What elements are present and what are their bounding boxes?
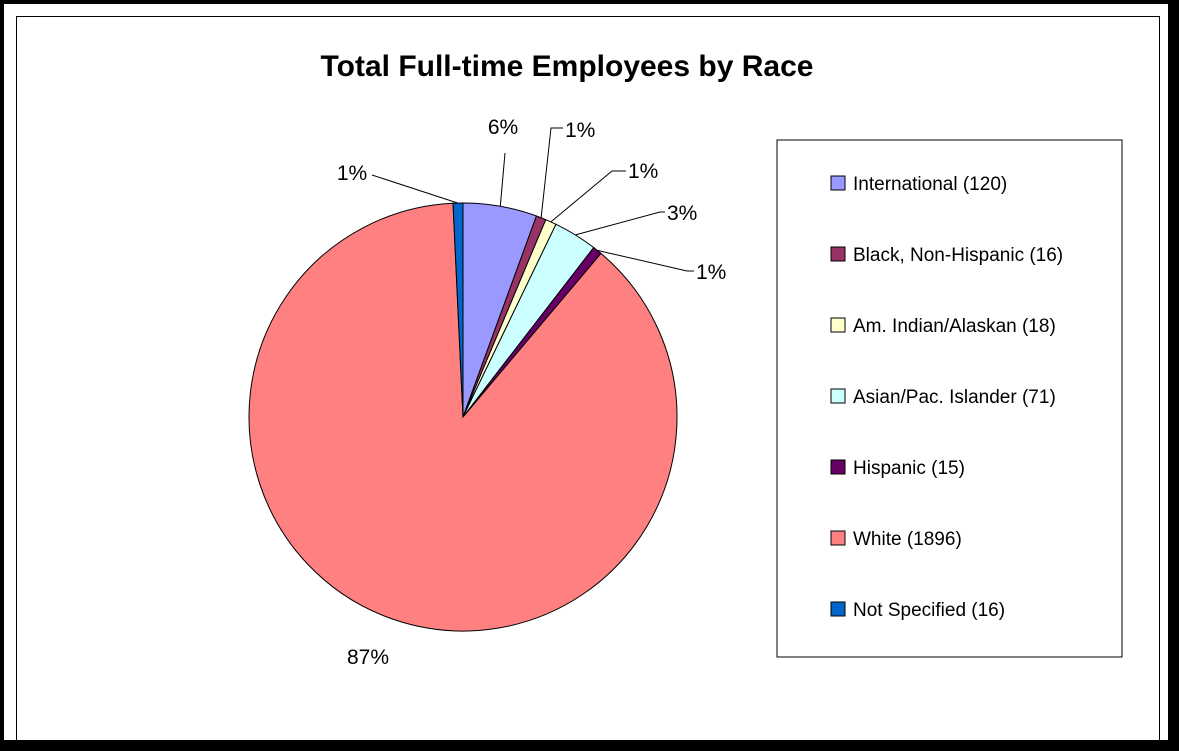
legend-label: Not Specified (16) <box>853 600 1005 621</box>
percent-label: 1% <box>628 160 658 183</box>
leader-line <box>540 127 563 218</box>
legend-label: International (120) <box>853 174 1007 195</box>
legend-label: Black, Non-Hispanic (16) <box>853 245 1063 266</box>
legend-swatch <box>830 530 846 546</box>
percent-label: 1% <box>696 261 726 284</box>
leader-line <box>550 170 626 223</box>
percent-label: 1% <box>565 119 595 142</box>
chart-area <box>16 16 1160 742</box>
percent-label: 6% <box>488 116 518 139</box>
legend-swatch <box>830 388 846 404</box>
legend: International (120) Black, Non-Hispanic (… <box>830 174 1063 621</box>
pie-slice <box>248 202 678 632</box>
legend-label: Am. Indian/Alaskan (18) <box>853 316 1056 337</box>
leader-line <box>499 152 506 207</box>
pie-slices <box>248 202 678 632</box>
percent-label: 3% <box>667 202 697 225</box>
percent-label: 1% <box>337 162 367 185</box>
legend-label: Hispanic (15) <box>853 458 965 479</box>
leader-line <box>371 174 459 204</box>
legend-swatch <box>830 317 846 333</box>
percent-labels: 6% 1% 1% 3% 1% 87% 1% <box>337 116 727 669</box>
legend-swatch <box>830 175 846 191</box>
percent-label: 87% <box>347 646 389 669</box>
chart-title: Total Full-time Employees by Race <box>321 50 814 83</box>
leader-line <box>597 249 694 272</box>
legend-label: White (1896) <box>853 529 962 550</box>
legend-swatch <box>830 459 846 475</box>
leader-line <box>575 211 665 236</box>
legend-label: Asian/Pac. Islander (71) <box>853 387 1056 408</box>
legend-swatch <box>830 601 846 617</box>
legend-swatch <box>830 246 846 262</box>
leader-lines <box>371 127 694 272</box>
